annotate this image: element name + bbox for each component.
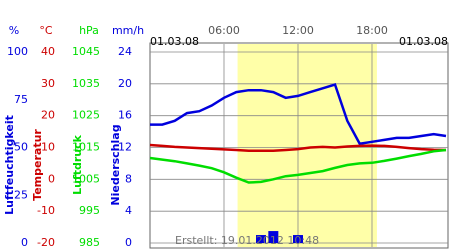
date-right: 01.03.08: [399, 35, 448, 48]
y-tick-label: 75: [14, 93, 28, 106]
precip-bar: [293, 235, 303, 243]
x-tick-label: 18:00: [356, 24, 388, 37]
y-tick-label: 50: [14, 141, 28, 154]
y-tick-label: 1015: [72, 141, 100, 154]
y-tick-label: 995: [79, 204, 100, 217]
x-tick-label: 06:00: [208, 24, 240, 37]
y-tick-label: 1035: [72, 77, 100, 90]
y-tick-label: -10: [37, 204, 55, 217]
y-tick-label: 16: [118, 109, 132, 122]
created-note: Erstellt: 19.01.2012 10:48: [175, 234, 319, 247]
y-tick-label: 985: [79, 236, 100, 249]
axis-unit: °C: [39, 24, 53, 37]
axis-unit: hPa: [79, 24, 99, 37]
y-tick-label: 20: [118, 77, 132, 90]
y-tick-label: -20: [37, 236, 55, 249]
y-tick-label: 25: [14, 188, 28, 201]
y-tick-label: 0: [48, 172, 55, 185]
axis-unit: mm/h: [112, 24, 144, 37]
precip-bar: [256, 235, 266, 243]
y-tick-label: 8: [125, 172, 132, 185]
y-tick-label: 30: [41, 77, 55, 90]
axis-title: Temperatur: [31, 129, 44, 201]
date-left: 01.03.08: [150, 35, 199, 48]
y-tick-label: 1045: [72, 45, 100, 58]
y-tick-label: 0: [125, 236, 132, 249]
y-tick-label: 10: [41, 141, 55, 154]
axis-unit: %: [9, 24, 19, 37]
series-line: [149, 148, 447, 184]
x-tick-label: 12:00: [282, 24, 314, 37]
precip-bar: [268, 231, 279, 243]
y-tick-label: 40: [41, 45, 55, 58]
axis-title: Niederschlag: [109, 124, 122, 205]
y-tick-label: 12: [118, 141, 132, 154]
axis-title: Luftdruck: [71, 134, 84, 195]
y-tick-label: 4: [125, 204, 132, 217]
y-tick-label: 24: [118, 45, 132, 58]
axis-title: Luftfeuchtigkeit: [3, 115, 16, 215]
y-tick-label: 0: [21, 236, 28, 249]
y-tick-label: 1025: [72, 109, 100, 122]
y-tick-label: 1005: [72, 172, 100, 185]
y-tick-label: 20: [41, 109, 55, 122]
series-line: [150, 82, 447, 146]
y-tick-label: 100: [7, 45, 28, 58]
series-line: [149, 143, 447, 152]
